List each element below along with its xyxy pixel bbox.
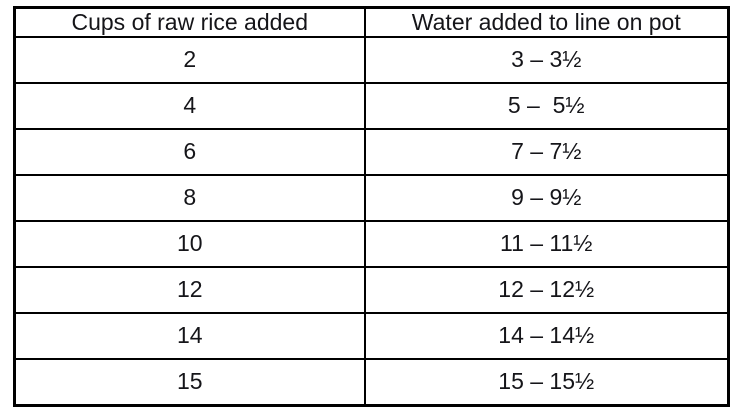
rice-cups-cell: 10 — [13, 219, 366, 268]
rice-cups-cell: 14 — [13, 311, 366, 360]
table-row: 8 9 – 9½ — [13, 173, 730, 222]
rice-cups-cell: 2 — [13, 36, 366, 84]
rice-cups-cell: 6 — [13, 127, 366, 176]
water-range-cell: 5 – 5½ — [363, 81, 730, 130]
table-row: 10 11 – 11½ — [13, 219, 730, 268]
water-range-cell: 9 – 9½ — [363, 173, 730, 222]
rice-water-table: Cups of raw rice added Water added to li… — [13, 6, 730, 407]
table-header-row: Cups of raw rice added Water added to li… — [13, 6, 730, 38]
table-row: 2 3 – 3½ — [13, 36, 730, 84]
water-range-cell: 12 – 12½ — [363, 265, 730, 314]
water-range-cell: 3 – 3½ — [363, 36, 730, 84]
rice-cups-cell: 8 — [13, 173, 366, 222]
column-header-water-line: Water added to line on pot — [363, 6, 730, 38]
water-range-cell: 7 – 7½ — [363, 127, 730, 176]
table-row: 15 15 – 15½ — [13, 357, 730, 407]
water-range-cell: 11 – 11½ — [363, 219, 730, 268]
table-row: 12 12 – 12½ — [13, 265, 730, 314]
rice-cups-cell: 12 — [13, 265, 366, 314]
water-range-cell: 15 – 15½ — [363, 357, 730, 407]
column-header-rice-cups: Cups of raw rice added — [13, 6, 366, 38]
table-row: 4 5 – 5½ — [13, 81, 730, 130]
table-row: 14 14 – 14½ — [13, 311, 730, 360]
water-range-cell: 14 – 14½ — [363, 311, 730, 360]
rice-cups-cell: 4 — [13, 81, 366, 130]
rice-cups-cell: 15 — [13, 357, 366, 407]
table-row: 6 7 – 7½ — [13, 127, 730, 176]
